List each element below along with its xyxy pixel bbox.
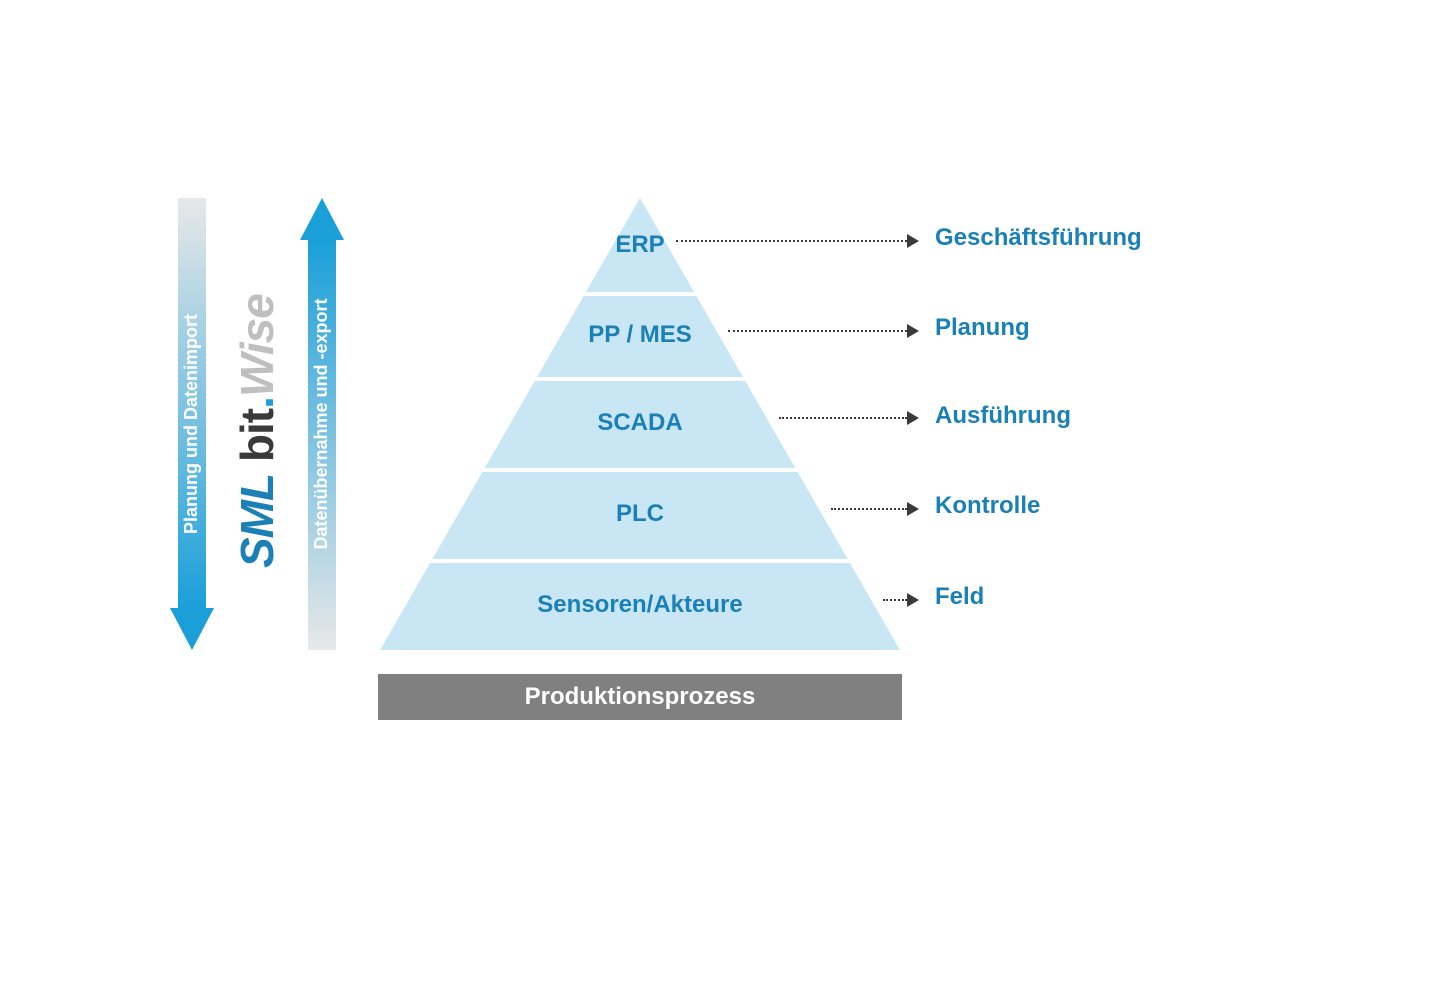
pyramid-annotation: Feld <box>935 583 984 611</box>
dotted-arrow-icon <box>728 321 917 341</box>
logo-sml: SML <box>231 474 283 568</box>
logo-wise: Wise <box>231 294 283 397</box>
pyramid-layer: Sensoren/Akteure <box>380 559 900 650</box>
pyramid-annotation: Planung <box>935 314 1030 342</box>
arrow-planning-import: Planung und Datenimport <box>170 198 214 650</box>
diagram-canvas: Planung und Datenimport SML bit.Wise Dat… <box>0 0 1440 1000</box>
logo-dot: . <box>231 397 283 409</box>
arrow-planning-import-label: Planung und Datenimport <box>181 314 201 534</box>
pyramid-layer-label: Sensoren/Akteure <box>537 591 742 619</box>
dotted-arrow-icon <box>831 499 917 519</box>
pyramid-annotation: Kontrolle <box>935 492 1040 520</box>
dotted-arrow-icon <box>779 408 917 428</box>
brand-logo: SML bit.Wise <box>230 294 284 568</box>
base-bar: Produktionsprozess <box>378 674 902 720</box>
arrow-data-export: Datenübernahme und -export <box>300 198 344 650</box>
pyramid-layer-label: PLC <box>616 500 664 528</box>
dotted-arrow-icon <box>676 231 917 251</box>
pyramid-layer: PLC <box>380 468 900 559</box>
pyramid-annotation: Geschäftsführung <box>935 224 1142 252</box>
base-bar-label: Produktionsprozess <box>525 683 756 711</box>
dotted-arrow-icon <box>883 590 917 610</box>
pyramid-layer-label: PP / MES <box>588 321 692 349</box>
logo-bit: bit <box>231 409 283 462</box>
pyramid-annotation: Ausführung <box>935 402 1071 430</box>
pyramid-layer-label: SCADA <box>597 409 682 437</box>
arrow-data-export-label: Datenübernahme und -export <box>311 298 331 549</box>
pyramid-layer-label: ERP <box>615 231 664 259</box>
